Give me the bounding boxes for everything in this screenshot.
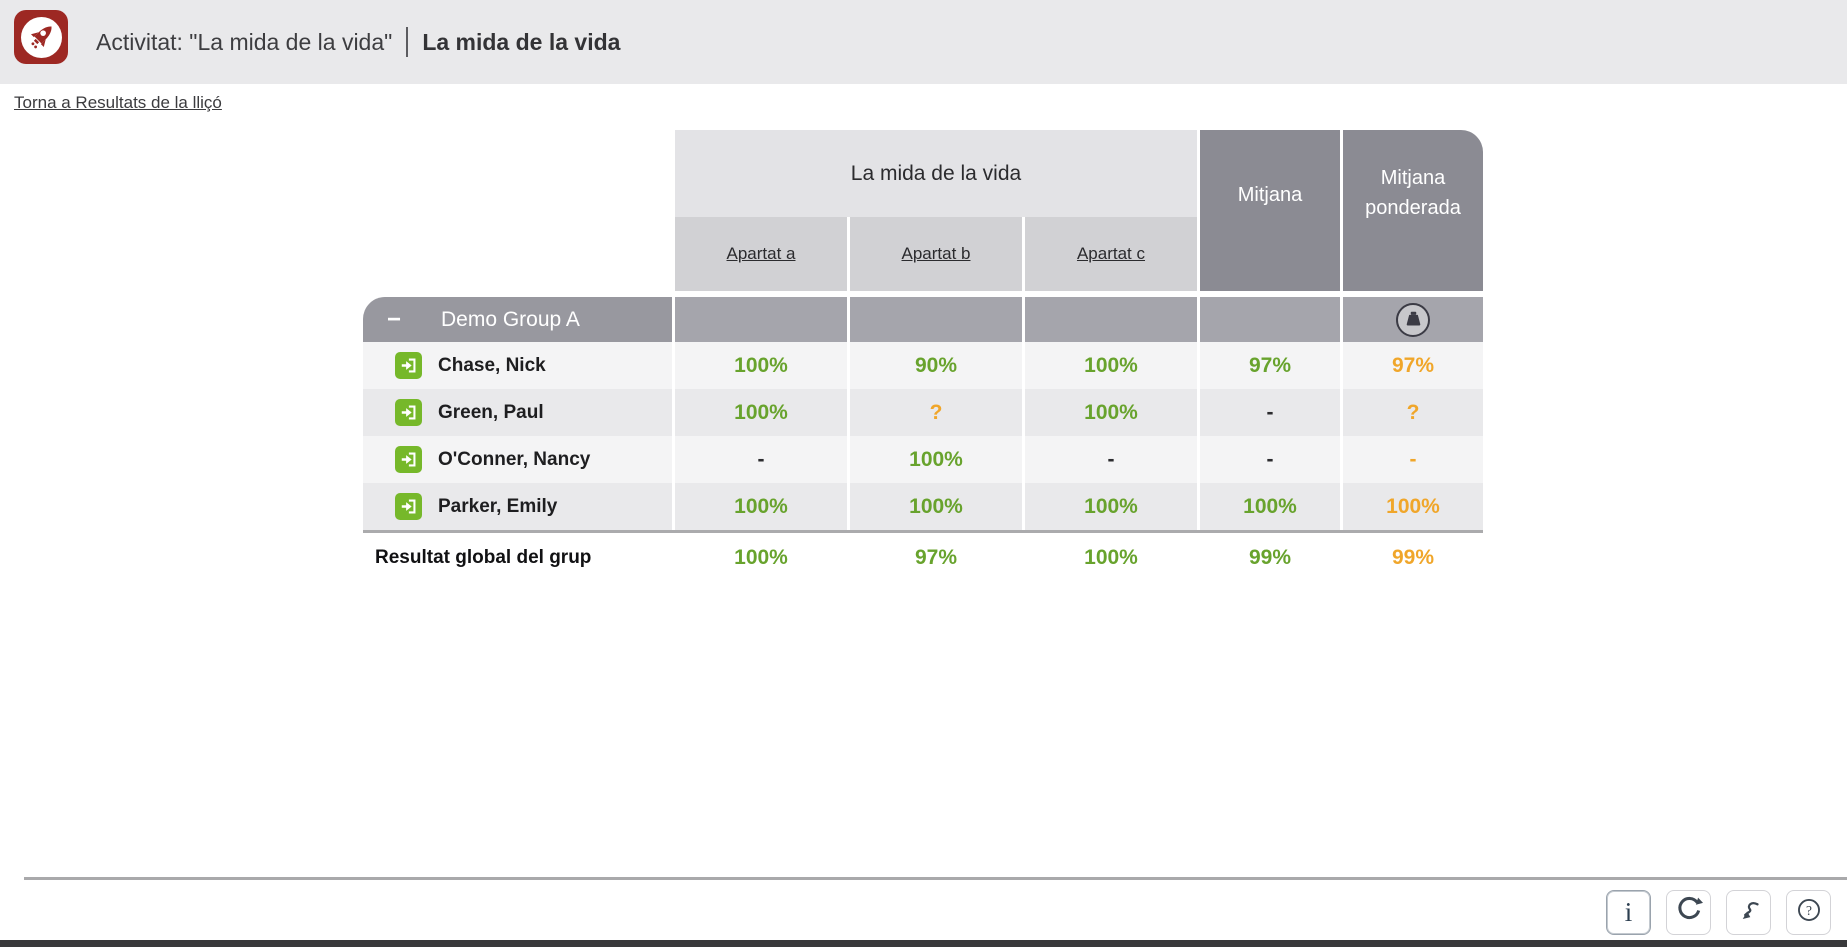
rocket-icon <box>20 16 62 58</box>
grade-cell: 100% <box>1025 342 1197 389</box>
title-separator <box>406 27 409 57</box>
open-student-icon[interactable] <box>395 493 422 520</box>
weighted-average-cell: ? <box>1343 389 1483 436</box>
open-student-icon[interactable] <box>395 446 422 473</box>
open-student-icon[interactable] <box>395 352 422 379</box>
average-header-cell: Mitjana <box>1200 130 1340 291</box>
weighted-average-cell: - <box>1343 436 1483 483</box>
grade-cell: 100% <box>1025 483 1197 530</box>
weighted-average-cell: 100% <box>1343 483 1483 530</box>
help-button[interactable]: ? <box>1786 890 1831 935</box>
student-row-header: Chase, Nick <box>363 342 672 389</box>
info-icon: i <box>1624 897 1633 927</box>
group-row-cell <box>1025 297 1197 342</box>
grade-cell: 100% <box>675 483 847 530</box>
help-icon: ? <box>1795 896 1823 929</box>
grade-cell: 90% <box>850 342 1022 389</box>
refresh-button[interactable] <box>1666 890 1711 935</box>
summary-grade-cell: 97% <box>850 534 1022 582</box>
grade-cell: 100% <box>850 483 1022 530</box>
student-row-header: Green, Paul <box>363 389 672 436</box>
summary-divider <box>363 530 1483 533</box>
grade-cell: 100% <box>850 436 1022 483</box>
section-b-link[interactable]: Apartat b <box>901 244 971 263</box>
widget-title: La mida de la vida <box>422 28 621 55</box>
summary-weighted-average-cell: 99% <box>1343 534 1483 582</box>
grade-cell: 100% <box>675 342 847 389</box>
average-cell: - <box>1200 436 1340 483</box>
info-button[interactable]: i <box>1606 890 1651 935</box>
weighted-average-header-cell: Mitjana ponderada <box>1343 130 1483 291</box>
weighted-average-cell: 97% <box>1343 342 1483 389</box>
section-a-link[interactable]: Apartat a <box>726 244 796 263</box>
svg-text:?: ? <box>1806 903 1812 918</box>
app-logo <box>14 10 68 64</box>
footer-toolbar: i ? <box>1606 890 1831 935</box>
curved-arrow-icon <box>1735 897 1762 929</box>
weight-icon[interactable] <box>1396 302 1430 337</box>
group-name: Demo Group A <box>441 307 580 331</box>
grade-flow-button[interactable] <box>1726 890 1771 935</box>
back-to-lesson-results-link[interactable]: Torna a Resultats de la lliçó <box>14 93 222 112</box>
group-row-cell <box>850 297 1022 342</box>
summary-grade-cell: 100% <box>1025 534 1197 582</box>
bottom-bar <box>0 940 1847 947</box>
group-row-cell <box>675 297 847 342</box>
open-student-icon[interactable] <box>395 399 422 426</box>
footer-divider <box>24 877 1847 880</box>
average-cell: - <box>1200 389 1340 436</box>
app-header: Activitat: "La mida de la vida" La mida … <box>0 0 1847 84</box>
student-row-header: Parker, Emily <box>363 483 672 530</box>
section-header-cell: Apartat c <box>1025 217 1197 291</box>
widget-header-cell: La mida de la vida <box>675 130 1197 217</box>
grade-cell: - <box>675 436 847 483</box>
group-row-cell <box>1343 297 1483 342</box>
average-cell: 100% <box>1200 483 1340 530</box>
group-summary-label: Resultat global del grup <box>375 547 592 568</box>
student-row-header: O'Conner, Nancy <box>363 436 672 483</box>
average-cell: 97% <box>1200 342 1340 389</box>
grade-cell: 100% <box>1025 389 1197 436</box>
refresh-icon <box>1675 896 1703 929</box>
page-title: Activitat: "La mida de la vida" La mida … <box>96 0 620 84</box>
summary-average-cell: 99% <box>1200 534 1340 582</box>
group-row-cell <box>1200 297 1340 342</box>
grade-cell: - <box>1025 436 1197 483</box>
section-c-link[interactable]: Apartat c <box>1076 244 1146 263</box>
grade-cell: ? <box>850 389 1022 436</box>
summary-grade-cell: 100% <box>675 534 847 582</box>
collapse-group-icon[interactable]: − <box>387 305 402 333</box>
activity-label: Activitat: "La mida de la vida" <box>96 28 393 55</box>
grade-cell: 100% <box>675 389 847 436</box>
group-row-header: − Demo Group A <box>363 297 672 342</box>
section-header-cell: Apartat a <box>675 217 847 291</box>
section-header-cell: Apartat b <box>850 217 1022 291</box>
grades-table: La mida de la vida Mitjana Mitjana ponde… <box>363 130 1483 582</box>
